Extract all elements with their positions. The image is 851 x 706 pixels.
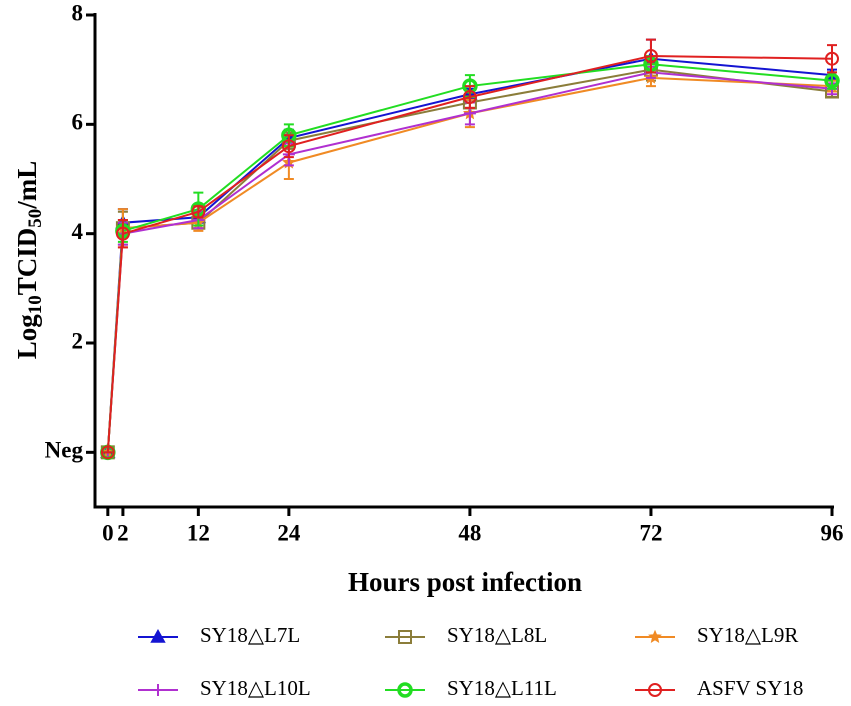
y-title-part: TCID — [12, 228, 42, 296]
marker — [463, 107, 476, 120]
legend-item: SY18△L7L — [138, 623, 300, 647]
series — [100, 68, 839, 459]
marker — [281, 139, 296, 154]
error-bar — [464, 85, 475, 109]
legend-label: SY18△L11L — [447, 676, 557, 700]
x-tick-label: 12 — [187, 520, 210, 545]
legend-item: SY18△L11L — [385, 676, 557, 700]
marker — [115, 226, 130, 241]
legend-label: SY18△L7L — [200, 623, 300, 647]
y-tick-label: 4 — [72, 219, 84, 244]
legend-label: SY18△L9R — [697, 623, 798, 647]
y-title-sub: 50 — [25, 209, 46, 228]
x-tick-label: 48 — [458, 520, 481, 545]
x-tick-label: 24 — [277, 520, 301, 545]
legend-item: SY18△L9R — [635, 623, 798, 647]
x-tick-label: 72 — [639, 520, 662, 545]
legend-label: SY18△L8L — [447, 623, 547, 647]
marker — [825, 51, 839, 66]
marker — [152, 684, 164, 696]
y-title-part: Log — [12, 314, 42, 360]
marker — [150, 628, 166, 643]
series — [101, 65, 838, 459]
legend-item: SY18△L10L — [138, 676, 311, 700]
x-axis-title: Hours post infection — [348, 567, 582, 597]
y-axis-title: Log10TCID50/mL — [12, 161, 46, 360]
error-bar — [645, 38, 656, 74]
marker — [191, 204, 206, 219]
series-line — [106, 71, 833, 453]
y-tick-label: 2 — [72, 328, 84, 353]
marker — [648, 683, 662, 697]
error-bar — [827, 44, 837, 74]
y-tick-label: 6 — [72, 110, 84, 135]
y-tick-label: 8 — [72, 0, 84, 25]
marker — [824, 72, 840, 89]
legend-item: SY18△L8L — [385, 623, 547, 647]
marker — [100, 445, 115, 460]
error-bar — [117, 219, 128, 249]
marker — [398, 630, 412, 644]
marker — [648, 629, 662, 643]
error-bar — [283, 134, 294, 159]
legend-item: ASFV SY18 — [635, 676, 803, 700]
x-tick-label: 2 — [117, 520, 129, 545]
marker — [643, 49, 658, 63]
y-title-sub: 10 — [25, 295, 46, 314]
x-tick-label: 96 — [821, 520, 844, 545]
series-line — [106, 76, 833, 453]
legend-label: ASFV SY18 — [697, 676, 803, 700]
series — [100, 38, 839, 460]
x-tick-label: 0 — [102, 520, 114, 545]
y-title-part: /mL — [12, 161, 42, 210]
marker — [397, 682, 413, 698]
y-tick-label: Neg — [45, 438, 84, 463]
marker — [462, 90, 477, 104]
legend-label: SY18△L10L — [200, 676, 311, 700]
